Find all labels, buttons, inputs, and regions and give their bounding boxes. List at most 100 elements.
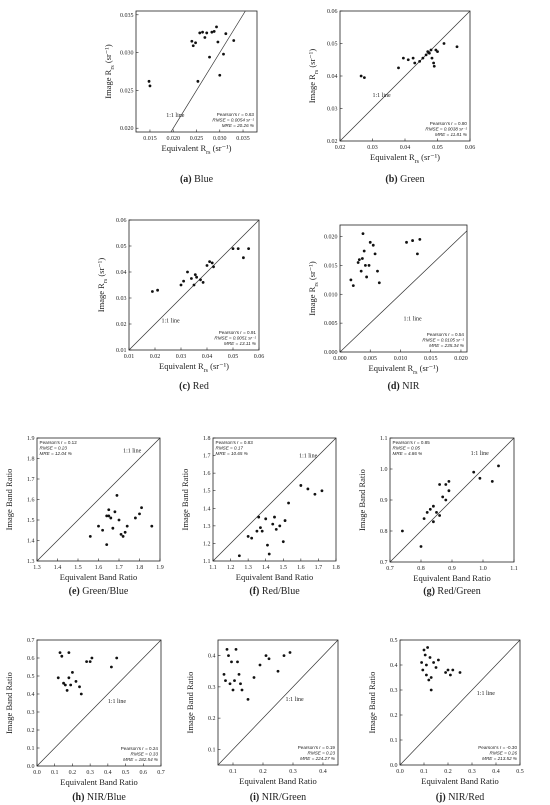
data-point bbox=[186, 270, 189, 274]
x-tick-label: 0.2 bbox=[444, 769, 452, 775]
data-point bbox=[140, 506, 143, 510]
y-tick-label: 0.7 bbox=[27, 638, 35, 644]
chart-j: 0.0 0.1 0.2 0.3 0.4 0.5 0.0 0.1 0.2 0.3 0.4 0.5 1:1 … bbox=[367, 638, 524, 803]
data-point bbox=[190, 39, 194, 43]
y-axis-title: Image Band Ratio bbox=[185, 672, 195, 734]
x-tick-label: 1.8 bbox=[332, 565, 340, 571]
data-point bbox=[437, 658, 440, 662]
y-tick-label: 0.3 bbox=[208, 685, 216, 691]
y-tick-label: 0.010 bbox=[324, 292, 338, 298]
y-tick-label: 0.06 bbox=[116, 218, 127, 224]
data-point bbox=[67, 676, 71, 680]
x-axis-title: Equivalent Band Ratio bbox=[413, 573, 490, 583]
data-point bbox=[351, 284, 355, 288]
x-tick-label: 1.6 bbox=[95, 565, 103, 571]
data-point bbox=[115, 494, 119, 497]
y-tick-label: 0.04 bbox=[116, 270, 127, 276]
data-point bbox=[62, 681, 65, 685]
data-point bbox=[240, 688, 244, 692]
y-tick-label: 1.2 bbox=[203, 541, 211, 547]
one-to-one-line bbox=[212, 437, 337, 562]
data-point bbox=[233, 679, 236, 683]
data-point bbox=[429, 676, 433, 679]
data-point bbox=[123, 530, 127, 534]
plot-frame bbox=[36, 639, 162, 767]
data-point bbox=[85, 660, 88, 663]
data-point bbox=[362, 249, 366, 253]
data-point bbox=[377, 281, 381, 285]
x-tick-label: 0.0 bbox=[396, 769, 404, 775]
x-tick-label: 0.0 bbox=[33, 770, 41, 776]
one-to-one-label: 1:1 line bbox=[471, 451, 490, 457]
data-point bbox=[441, 495, 445, 499]
stats-line: Pearson's r = 0.54 bbox=[427, 332, 465, 337]
data-point bbox=[222, 672, 226, 676]
data-point bbox=[411, 239, 414, 242]
stats-line: Pearson's r = 0.91 bbox=[219, 330, 257, 335]
y-tick-label: 0.1 bbox=[390, 738, 398, 744]
x-tick-label: 0.2 bbox=[259, 769, 267, 775]
stats-line: Pearson's r = -0.30 bbox=[478, 745, 517, 750]
panel-caption: (h) NIR/Blue bbox=[72, 792, 126, 803]
data-point bbox=[138, 512, 141, 516]
stats-line: MRE = 11.81 % bbox=[435, 132, 467, 137]
one-to-one-line bbox=[36, 639, 162, 767]
data-point bbox=[411, 56, 415, 60]
data-point bbox=[442, 42, 446, 45]
x-tick-label: 0.02 bbox=[150, 354, 161, 360]
x-tick-label: 0.3 bbox=[468, 769, 476, 775]
data-point bbox=[267, 552, 271, 556]
x-axis-title: Equivalent Rrs (sr⁻¹) bbox=[162, 143, 232, 156]
data-point bbox=[419, 545, 423, 548]
data-point bbox=[320, 489, 324, 493]
y-tick-label: 0.000 bbox=[324, 350, 338, 356]
stats-line: RMSE = 0.26 bbox=[490, 751, 518, 756]
data-point bbox=[78, 685, 81, 689]
data-point bbox=[147, 79, 151, 83]
data-point bbox=[490, 480, 494, 483]
panel-caption: (c) Red bbox=[179, 381, 209, 392]
x-tick-label: 0.2 bbox=[69, 770, 77, 776]
panel-caption: (a) Blue bbox=[180, 174, 214, 185]
data-point bbox=[179, 283, 183, 287]
data-point bbox=[232, 39, 236, 42]
y-tick-label: 1.8 bbox=[27, 457, 35, 463]
data-point bbox=[195, 275, 199, 279]
plot-frame bbox=[339, 224, 468, 353]
data-point bbox=[246, 535, 250, 538]
chart-g: 0.7 0.8 0.9 1.0 1.1 0.7 0.8 0.9 1.0 1.1 1:1 line Pe… bbox=[357, 436, 518, 597]
one-to-one-label: 1:1 line bbox=[404, 316, 423, 322]
y-tick-label: 0.4 bbox=[390, 663, 398, 669]
y-tick-label: 0.3 bbox=[390, 688, 398, 694]
data-point bbox=[222, 52, 225, 56]
x-tick-label: 0.010 bbox=[394, 356, 408, 362]
data-point bbox=[368, 240, 372, 244]
data-point bbox=[117, 518, 121, 522]
y-tick-label: 0.020 bbox=[324, 235, 338, 241]
x-tick-label: 1.0 bbox=[479, 566, 487, 572]
data-point bbox=[428, 507, 432, 511]
data-point bbox=[367, 264, 371, 267]
data-point bbox=[67, 651, 71, 654]
y-tick-label: 0.02 bbox=[116, 322, 127, 328]
data-point bbox=[259, 526, 262, 530]
y-tick-label: 0.015 bbox=[324, 263, 338, 269]
x-tick-label: 1.5 bbox=[280, 565, 288, 571]
data-point bbox=[148, 84, 152, 88]
data-point bbox=[434, 666, 438, 669]
panel-caption: (b) Green bbox=[385, 174, 424, 185]
data-point bbox=[420, 661, 423, 664]
y-tick-label: 0.005 bbox=[324, 321, 338, 327]
y-tick-label: 0.04 bbox=[327, 74, 338, 80]
stats-line: MRE = 4.86 % bbox=[393, 451, 423, 456]
data-point bbox=[151, 290, 154, 293]
data-point bbox=[121, 535, 125, 538]
stats-line: MRE = 182.54 % bbox=[123, 757, 158, 762]
data-point bbox=[429, 48, 433, 52]
y-tick-label: 0.9 bbox=[380, 498, 388, 504]
stats-line: RMSE = 0.23 bbox=[308, 751, 336, 756]
data-point bbox=[435, 511, 438, 514]
y-axis-title: Image Rrs (sr⁻¹) bbox=[307, 261, 320, 316]
x-axis-title: Equivalent Rrs (sr⁻¹) bbox=[370, 152, 440, 165]
data-point bbox=[406, 58, 410, 62]
